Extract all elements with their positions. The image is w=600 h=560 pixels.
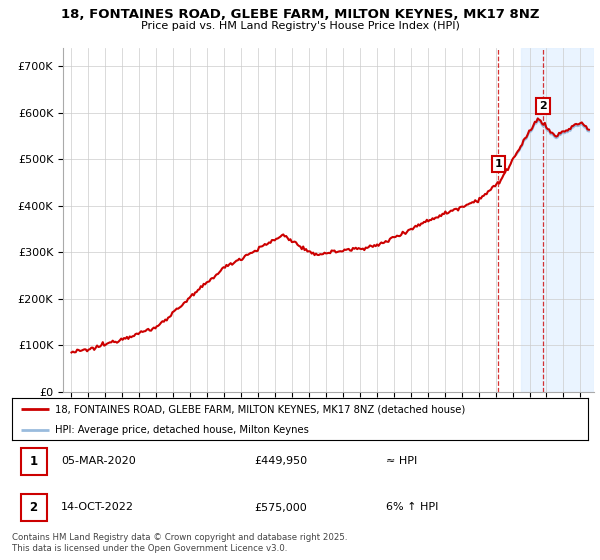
Text: 1: 1 [29, 455, 38, 468]
Text: 14-OCT-2022: 14-OCT-2022 [61, 502, 134, 512]
Text: 18, FONTAINES ROAD, GLEBE FARM, MILTON KEYNES, MK17 8NZ (detached house): 18, FONTAINES ROAD, GLEBE FARM, MILTON K… [55, 404, 466, 414]
Text: ≈ HPI: ≈ HPI [386, 456, 418, 466]
Text: HPI: Average price, detached house, Milton Keynes: HPI: Average price, detached house, Milt… [55, 426, 309, 435]
Text: 2: 2 [539, 101, 547, 111]
Bar [20, 449, 47, 475]
Text: 05-MAR-2020: 05-MAR-2020 [61, 456, 136, 466]
Text: Contains HM Land Registry data © Crown copyright and database right 2025.
This d: Contains HM Land Registry data © Crown c… [12, 533, 347, 553]
Text: £449,950: £449,950 [254, 456, 307, 466]
Text: 18, FONTAINES ROAD, GLEBE FARM, MILTON KEYNES, MK17 8NZ: 18, FONTAINES ROAD, GLEBE FARM, MILTON K… [61, 8, 539, 21]
Bar [20, 494, 47, 521]
Text: £575,000: £575,000 [254, 502, 307, 512]
Text: 6% ↑ HPI: 6% ↑ HPI [386, 502, 439, 512]
Text: 2: 2 [29, 501, 38, 514]
Text: 1: 1 [494, 159, 502, 169]
Bar [521, 48, 594, 392]
Text: Price paid vs. HM Land Registry's House Price Index (HPI): Price paid vs. HM Land Registry's House … [140, 21, 460, 31]
